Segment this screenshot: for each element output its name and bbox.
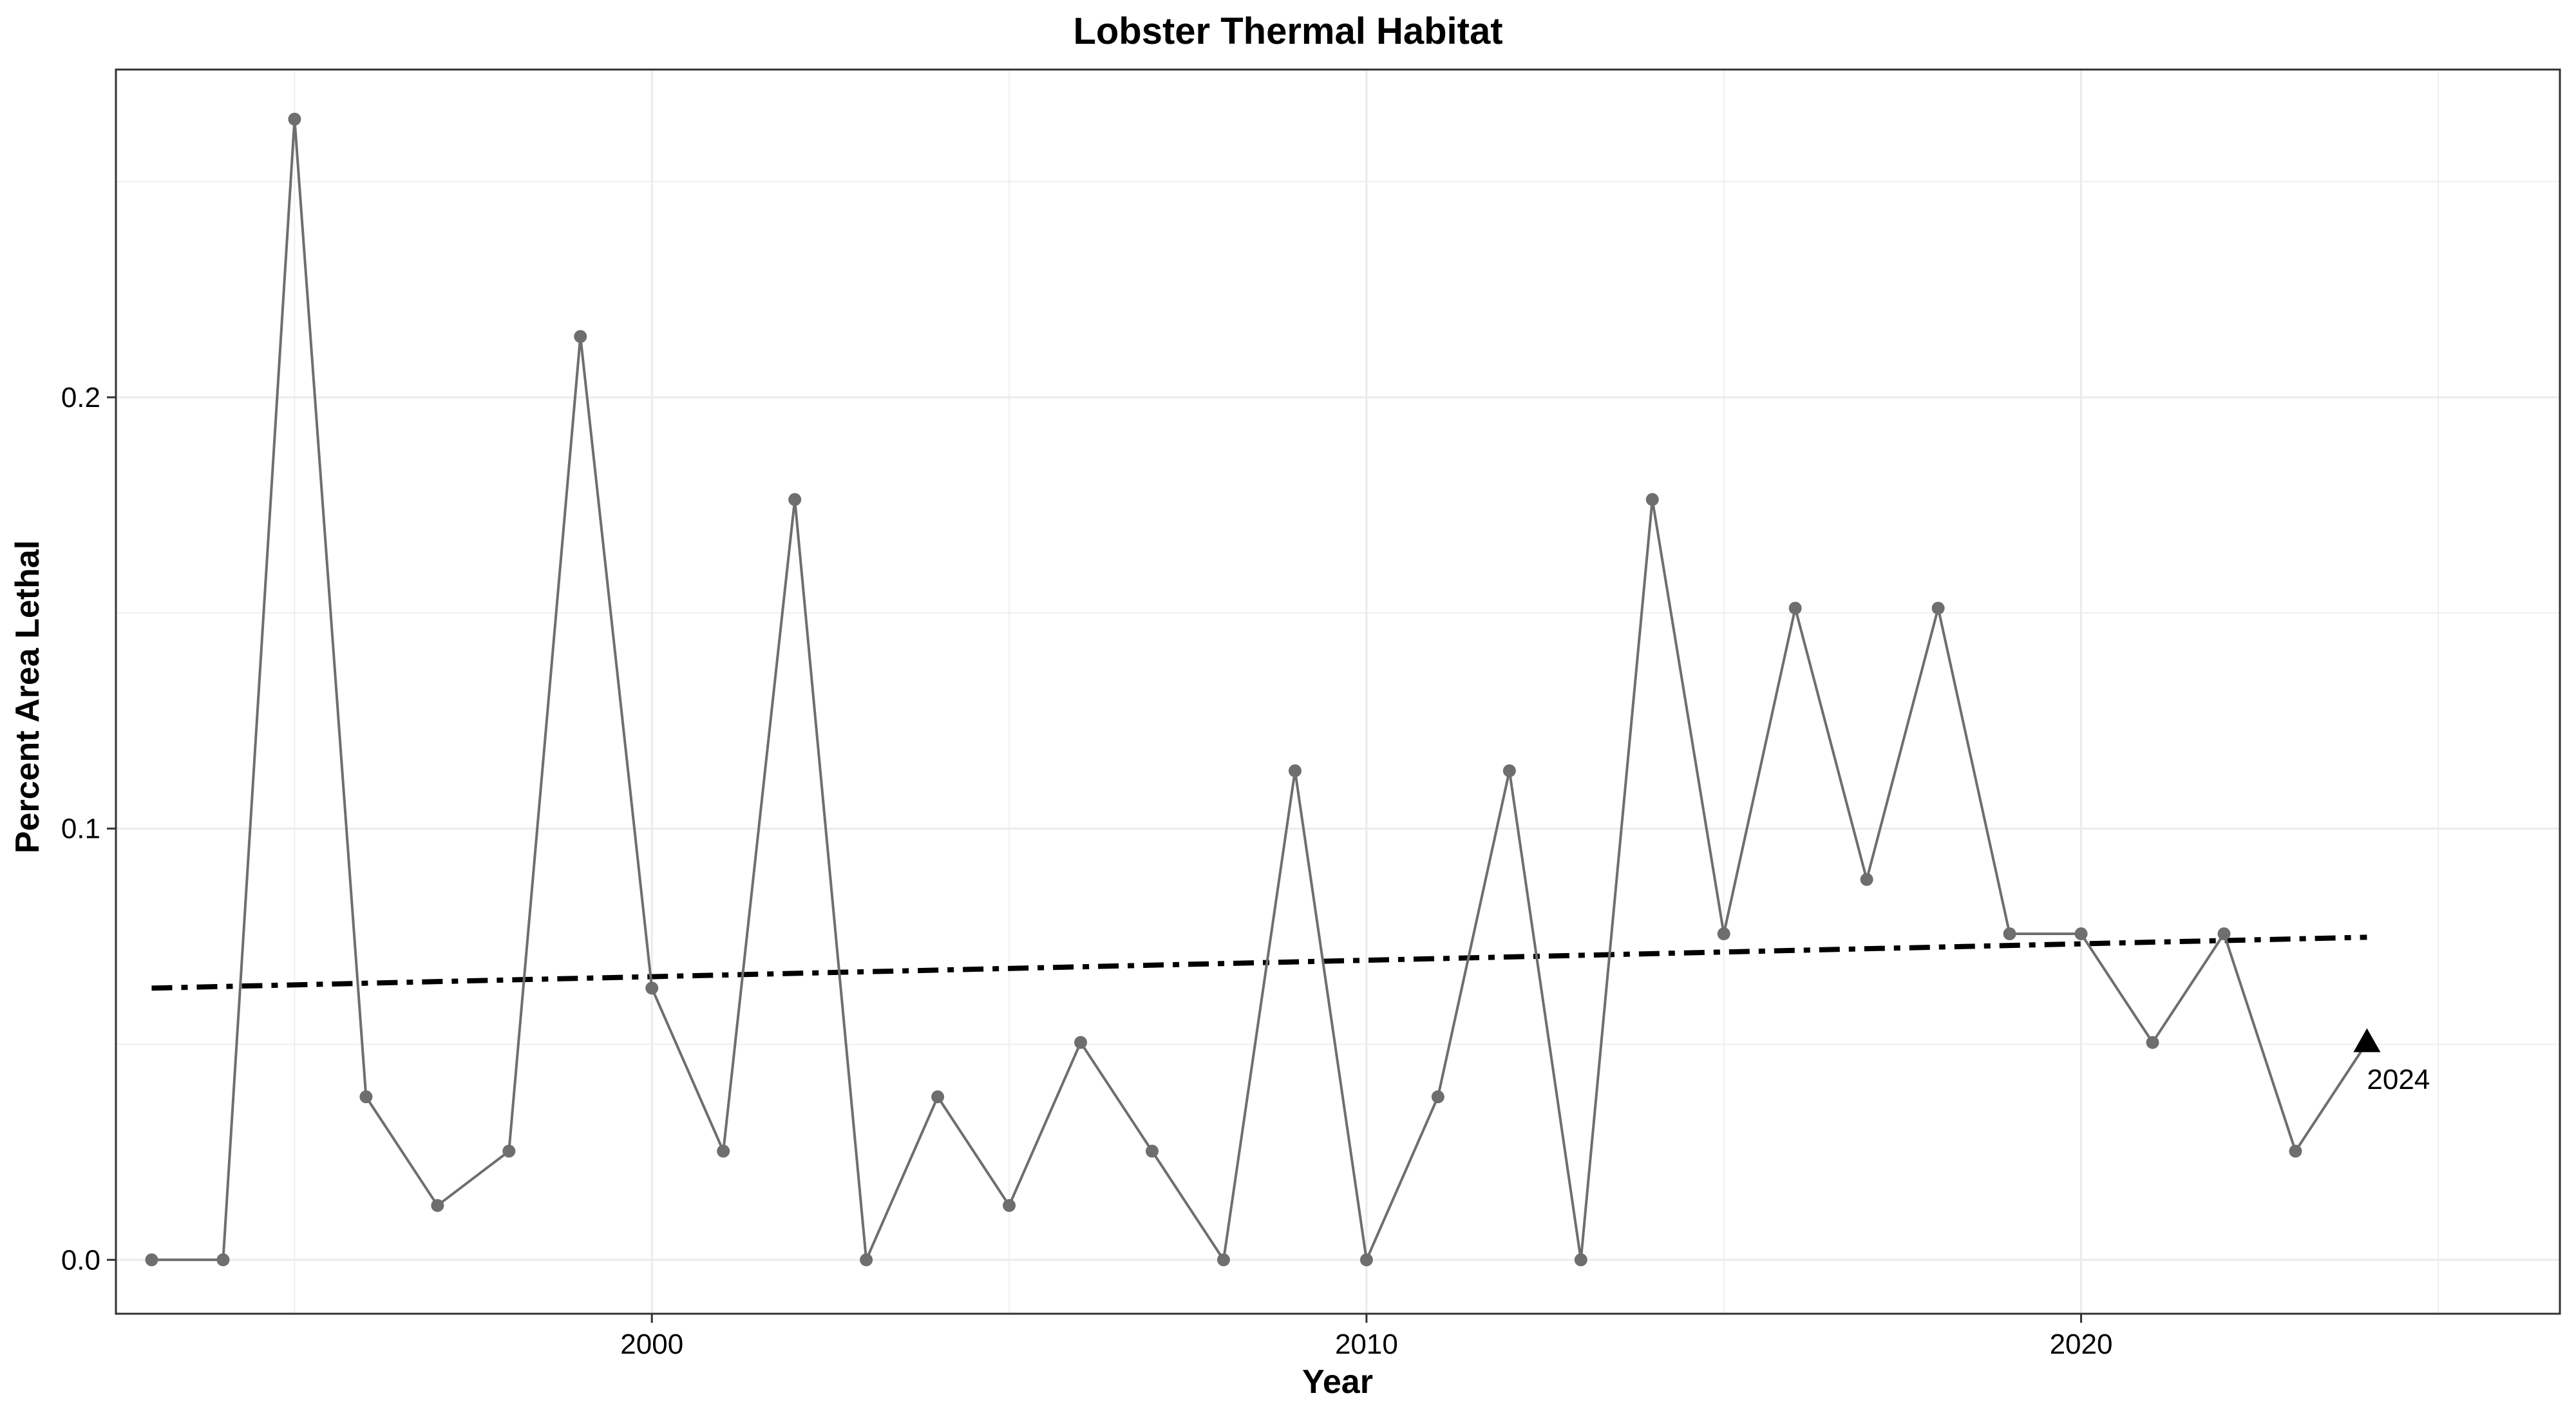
data-point	[1645, 493, 1659, 506]
data-point	[1145, 1144, 1159, 1158]
y-tick-label: 0.2	[61, 382, 100, 413]
data-point	[2003, 927, 2016, 941]
annotation-group: 2024	[2353, 1028, 2430, 1095]
data-point	[645, 981, 659, 995]
data-point	[2074, 927, 2088, 941]
y-axis-label: Percent Area Lethal	[9, 540, 46, 853]
x-tick-label: 2010	[1335, 1329, 1398, 1360]
data-point	[1717, 927, 1730, 941]
x-tick-label: 2020	[2050, 1329, 2113, 1360]
data-point	[288, 113, 301, 126]
data-point	[1003, 1198, 1016, 1212]
data-point	[1074, 1036, 1088, 1049]
data-point	[717, 1144, 730, 1158]
latest-year-marker	[2353, 1028, 2381, 1052]
data-point	[216, 1253, 230, 1267]
axes: 2000 2010 2020 0.0 0.1 0.2	[61, 382, 2113, 1360]
data-point	[1217, 1253, 1230, 1267]
series-line	[151, 118, 2369, 1265]
latest-year-label: 2024	[2367, 1064, 2430, 1095]
chart-title: Lobster Thermal Habitat	[1073, 10, 1502, 52]
data-point	[1359, 1253, 1373, 1267]
data-point	[145, 1253, 158, 1267]
data-point	[931, 1090, 945, 1104]
gridlines	[116, 70, 2560, 1314]
trend-line-group	[151, 934, 2367, 991]
x-axis-label: Year	[1302, 1363, 1373, 1401]
plot-panel	[115, 68, 2561, 1315]
data-point	[1860, 873, 1873, 886]
data-point	[1431, 1090, 1444, 1104]
data-point	[1931, 601, 1945, 615]
data-point	[502, 1144, 516, 1158]
data-point	[359, 1090, 373, 1104]
data-point	[1788, 601, 1802, 615]
x-tick-label: 2000	[620, 1329, 683, 1360]
data-point	[574, 330, 587, 343]
y-tick-label: 0.1	[61, 813, 100, 845]
trend-line	[151, 934, 2367, 991]
data-point	[1574, 1253, 1587, 1267]
data-point	[860, 1253, 873, 1267]
data-point	[2146, 1036, 2159, 1049]
data-point	[1288, 764, 1302, 777]
data-point	[2289, 1144, 2302, 1158]
data-point	[431, 1198, 444, 1212]
series-group	[145, 113, 2369, 1267]
data-point	[2217, 927, 2231, 941]
data-point	[788, 493, 802, 506]
data-point	[1502, 764, 1516, 777]
y-tick-label: 0.0	[61, 1244, 100, 1276]
